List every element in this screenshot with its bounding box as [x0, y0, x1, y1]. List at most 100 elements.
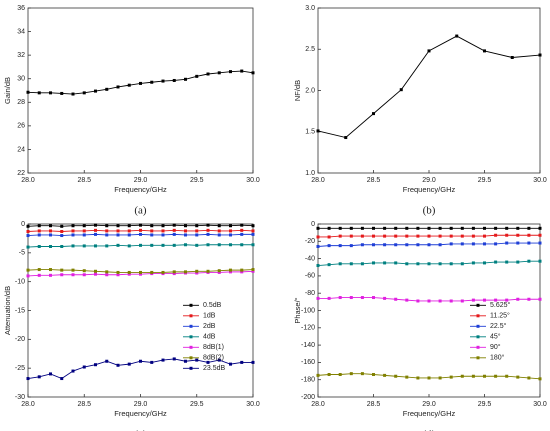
- point-marker: [94, 232, 97, 236]
- y-tick-label: -20: [15, 336, 25, 343]
- point-marker: [251, 268, 255, 272]
- point-marker: [516, 375, 520, 379]
- x-tick-label: 29.5: [478, 401, 492, 408]
- point-marker: [416, 299, 420, 303]
- point-marker: [494, 260, 498, 264]
- y-axis-label: Attenuation/dB: [3, 286, 12, 335]
- point-marker: [127, 244, 131, 248]
- plot-frame: [27, 7, 254, 174]
- point-marker: [71, 229, 75, 233]
- point-marker: [127, 270, 131, 274]
- point-marker: [116, 224, 120, 228]
- point-marker: [195, 233, 199, 237]
- point-marker: [349, 234, 353, 238]
- point-marker: [360, 243, 364, 247]
- point-marker: [116, 229, 120, 233]
- point-marker: [372, 234, 375, 238]
- point-marker: [240, 223, 244, 227]
- point-marker: [372, 226, 375, 230]
- legend-label: 23.5dB: [203, 365, 226, 372]
- point-marker: [206, 243, 210, 247]
- point-marker: [172, 223, 176, 227]
- y-tick-label: 1.0: [305, 170, 315, 177]
- point-marker: [383, 261, 387, 265]
- point-marker: [184, 77, 187, 81]
- point-marker: [383, 243, 387, 247]
- point-marker: [60, 229, 64, 233]
- point-marker: [471, 242, 475, 246]
- point-marker: [161, 229, 165, 233]
- point-marker: [516, 226, 520, 230]
- point-marker: [150, 229, 154, 233]
- point-marker: [105, 359, 109, 363]
- point-marker: [150, 224, 154, 228]
- point-marker: [427, 49, 431, 53]
- x-tick-label: 28.0: [311, 401, 325, 408]
- point-marker: [105, 224, 109, 228]
- point-marker: [505, 298, 509, 302]
- y-tick-label: -30: [15, 394, 25, 401]
- point-marker: [338, 296, 342, 300]
- plot-frame: [317, 7, 541, 174]
- point-marker: [37, 273, 41, 277]
- point-marker: [372, 261, 375, 265]
- point-marker: [405, 226, 409, 230]
- x-tick-label: 28.5: [367, 401, 381, 408]
- point-marker: [71, 369, 75, 373]
- point-marker: [82, 233, 86, 237]
- point-marker: [49, 273, 52, 277]
- point-marker: [494, 242, 498, 246]
- point-marker: [360, 296, 364, 300]
- legend-marker: [476, 335, 480, 339]
- y-tick-label: -60: [305, 273, 315, 280]
- point-marker: [416, 234, 420, 238]
- point-marker: [471, 234, 475, 238]
- y-axis-label: NF/dB: [293, 80, 302, 101]
- point-marker: [427, 262, 431, 266]
- point-marker: [405, 262, 409, 266]
- point-marker: [483, 374, 486, 378]
- point-marker: [172, 232, 176, 236]
- x-tick-label: 29.5: [190, 177, 204, 184]
- point-marker: [251, 71, 255, 75]
- x-tick-label: 30.0: [533, 401, 547, 408]
- y-tick-label: -40: [305, 255, 315, 262]
- point-marker: [82, 229, 86, 233]
- y-tick-label: -80: [305, 290, 315, 297]
- y-tick-label: 26: [17, 123, 25, 130]
- point-marker: [127, 362, 131, 366]
- point-marker: [94, 244, 97, 248]
- point-marker: [60, 91, 64, 95]
- x-tick-label: 30.0: [246, 401, 260, 408]
- point-marker: [483, 298, 486, 302]
- point-marker: [71, 273, 75, 277]
- point-marker: [460, 234, 464, 238]
- x-tick-label: 28.5: [77, 401, 91, 408]
- point-marker: [184, 243, 187, 247]
- point-marker: [460, 262, 464, 266]
- point-marker: [161, 358, 165, 362]
- point-marker: [184, 224, 187, 228]
- point-marker: [416, 262, 420, 266]
- point-marker: [195, 358, 199, 362]
- point-marker: [49, 244, 52, 248]
- point-marker: [240, 268, 244, 272]
- legend-label: 22.5°: [490, 322, 507, 330]
- point-marker: [438, 299, 442, 303]
- point-marker: [349, 372, 353, 376]
- x-tick-label: 28.0: [21, 401, 35, 408]
- point-marker: [161, 233, 165, 237]
- point-marker: [372, 296, 375, 300]
- point-marker: [349, 262, 353, 266]
- point-marker: [538, 233, 542, 237]
- point-marker: [251, 243, 255, 247]
- point-marker: [399, 88, 403, 92]
- point-marker: [505, 233, 509, 237]
- y-tick-label: -120: [301, 325, 315, 332]
- point-marker: [26, 224, 30, 228]
- point-marker: [449, 226, 453, 230]
- point-marker: [82, 244, 86, 248]
- point-marker: [344, 136, 348, 140]
- point-marker: [229, 270, 232, 274]
- point-marker: [427, 376, 431, 380]
